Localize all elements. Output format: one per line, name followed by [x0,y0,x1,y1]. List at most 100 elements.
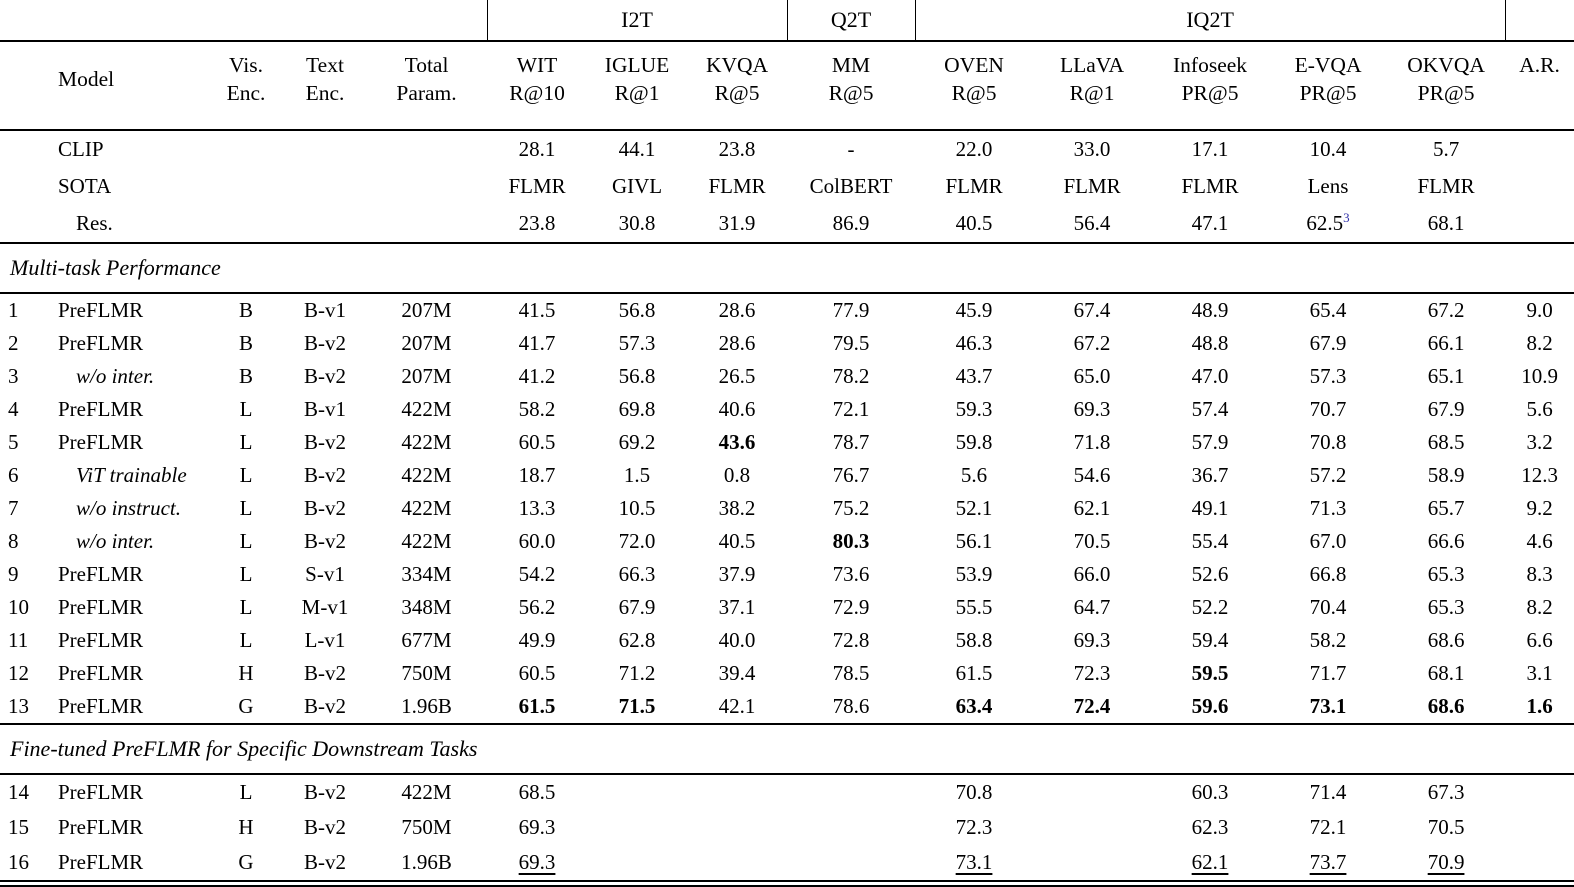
value-cell: 60.5 [518,661,556,685]
value-cell: ColBERT [809,174,893,198]
model-label: PreFLMR [58,628,144,652]
value-cell: 43.7 [955,364,993,388]
vis-enc-cell [208,205,284,244]
model-label: Res. [46,205,208,244]
value-cell: 72.9 [832,595,870,619]
model-label: PreFLMR [46,845,208,882]
total-param-cell [366,130,487,168]
total-param-cell: 1.96B [366,845,488,882]
value-cell: 62.53 [1269,205,1388,244]
value-cell: 58.9 [1427,463,1465,487]
value-cell: 70.8 [955,780,993,804]
text-enc-cell [284,168,366,205]
value-cell: 48.9 [1191,298,1229,322]
value-cell: 67.9 [618,595,656,619]
value-cell: 67.0 [1309,529,1347,553]
value-cell: 65.1 [1427,364,1465,388]
value-cell: 49.9 [518,628,556,652]
value-cell: - [847,137,855,161]
value-cell: 56.1 [955,529,993,553]
vis-enc-cell: G [208,690,284,725]
value-cell: 70.5 [1073,529,1111,553]
text-enc-cell: B-v2 [304,815,346,839]
group-i2t: I2T [486,0,788,41]
group-ar-blank [1504,0,1574,41]
value-cell: 56.4 [1033,205,1152,244]
table-row: 7 w/o instruct. L B-v2 422M 13.3 10.5 38.2 75.2 5… [0,492,1574,525]
value-cell: 65.3 [1427,562,1465,586]
value-cell: 33.0 [1073,137,1111,161]
value-cell: 56.8 [618,364,656,388]
value-cell: 57.3 [618,331,656,355]
col-header-mm: MM R@5 [787,40,916,131]
footnote-ref: 3 [1343,210,1350,225]
table-row: 8 w/o inter. L B-v2 422M 60.0 72.0 40.5 80.3 56.1… [0,525,1574,558]
row-number: 3 [8,364,19,388]
total-param-cell: 334M [401,562,452,586]
total-param-cell: 207M [401,298,452,322]
value-cell: 55.5 [955,595,993,619]
vis-enc-cell: H [238,815,254,839]
value-cell: 57.9 [1191,430,1229,454]
value-cell: 69.3 [487,845,588,882]
vis-enc-cell: L [239,397,253,421]
row-number: 7 [8,496,19,520]
total-param-cell: 422M [401,430,452,454]
value-cell: 28.6 [718,331,756,355]
value-cell: 52.6 [1191,562,1229,586]
row-number [0,130,46,168]
model-label: SOTA [58,174,112,198]
value-cell: 12.3 [1521,463,1558,487]
task-group-header-row: I2T Q2T IQ2T [0,0,1574,41]
value-cell: GIVL [611,174,663,198]
value-cell: 5.7 [1432,137,1460,161]
value-cell: 41.5 [518,298,556,322]
value-cell: 61.5 [487,690,588,725]
vis-enc-cell: L [239,430,253,454]
value-cell: 71.2 [618,661,656,685]
column-header-row: Model Vis. Enc. Text Enc. Total Param. WIT R… [0,40,1574,131]
value-cell: 70.7 [1309,397,1347,421]
col-header-rownum [0,40,46,131]
value-cell [587,845,688,882]
value-cell [787,845,916,882]
vis-enc-cell: B [238,331,253,355]
value-cell: 28.1 [518,137,556,161]
row-number: 12 [8,661,29,685]
row-number: 2 [8,331,19,355]
text-enc-cell: B-v2 [304,496,346,520]
value-cell: 71.4 [1309,780,1347,804]
model-label: PreFLMR [58,780,144,804]
value-cell: 37.1 [718,595,756,619]
vis-enc-cell: L [239,463,253,487]
value-cell [1505,810,1574,845]
value-cell: 70.8 [1309,430,1347,454]
value-cell: FLMR [708,174,766,198]
value-cell: 59.4 [1191,628,1229,652]
value-cell: 60.0 [518,529,556,553]
value-cell: 66.3 [618,562,656,586]
total-param-cell: 750M [401,815,452,839]
value-cell: 68.1 [1427,661,1465,685]
value-cell: Lens [1307,174,1349,198]
value-cell: 46.3 [955,331,993,355]
value-cell: 73.7 [1269,845,1388,882]
section-header-row: Fine-tuned PreFLMR for Specific Downstre… [0,723,1574,775]
row-number: 15 [8,815,29,839]
value-cell: 53.9 [955,562,993,586]
total-param-cell: 348M [401,595,452,619]
value-cell: 28.6 [718,298,756,322]
col-header-okvqa: OKVQA PR@5 [1387,40,1506,131]
value-cell: 58.2 [518,397,556,421]
vis-enc-cell: L [239,529,253,553]
value-cell: 68.1 [1387,205,1506,244]
value-cell: 73.1 [1269,690,1388,725]
value-cell: 60.3 [1191,780,1229,804]
value-cell: 80.3 [832,529,870,553]
text-enc-cell: B-v2 [304,661,346,685]
total-param-cell [366,168,487,205]
value-cell: 70.4 [1309,595,1347,619]
model-label: PreFLMR [58,661,144,685]
value-cell: FLMR [945,174,1003,198]
value-cell: 62.3 [1191,815,1229,839]
